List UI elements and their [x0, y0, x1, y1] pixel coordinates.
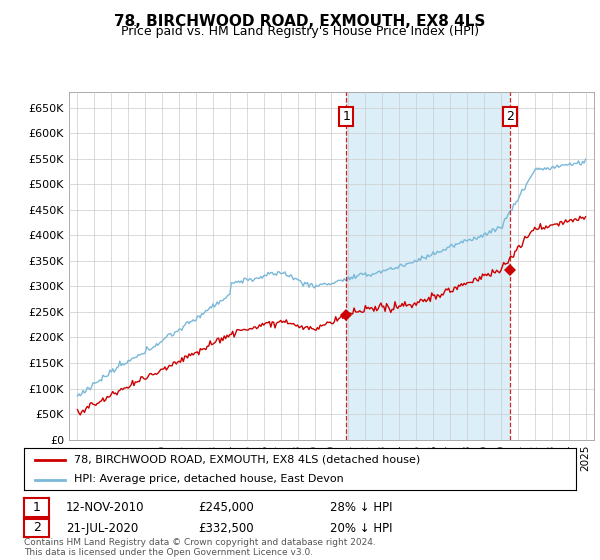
Text: HPI: Average price, detached house, East Devon: HPI: Average price, detached house, East… — [74, 474, 343, 484]
Text: 12-NOV-2010: 12-NOV-2010 — [66, 501, 145, 515]
Bar — [346, 92, 510, 440]
Text: 21-JUL-2020: 21-JUL-2020 — [66, 521, 138, 535]
Text: 2: 2 — [32, 521, 41, 534]
Text: 2: 2 — [506, 110, 514, 123]
Text: 28% ↓ HPI: 28% ↓ HPI — [330, 501, 392, 515]
Text: 20% ↓ HPI: 20% ↓ HPI — [330, 521, 392, 535]
Text: Price paid vs. HM Land Registry's House Price Index (HPI): Price paid vs. HM Land Registry's House … — [121, 25, 479, 38]
Text: £332,500: £332,500 — [198, 521, 254, 535]
Text: 78, BIRCHWOOD ROAD, EXMOUTH, EX8 4LS: 78, BIRCHWOOD ROAD, EXMOUTH, EX8 4LS — [115, 14, 485, 29]
Text: Contains HM Land Registry data © Crown copyright and database right 2024.
This d: Contains HM Land Registry data © Crown c… — [24, 538, 376, 557]
Text: 1: 1 — [342, 110, 350, 123]
Text: £245,000: £245,000 — [198, 501, 254, 515]
Text: 78, BIRCHWOOD ROAD, EXMOUTH, EX8 4LS (detached house): 78, BIRCHWOOD ROAD, EXMOUTH, EX8 4LS (de… — [74, 455, 420, 465]
Text: 1: 1 — [32, 501, 41, 514]
